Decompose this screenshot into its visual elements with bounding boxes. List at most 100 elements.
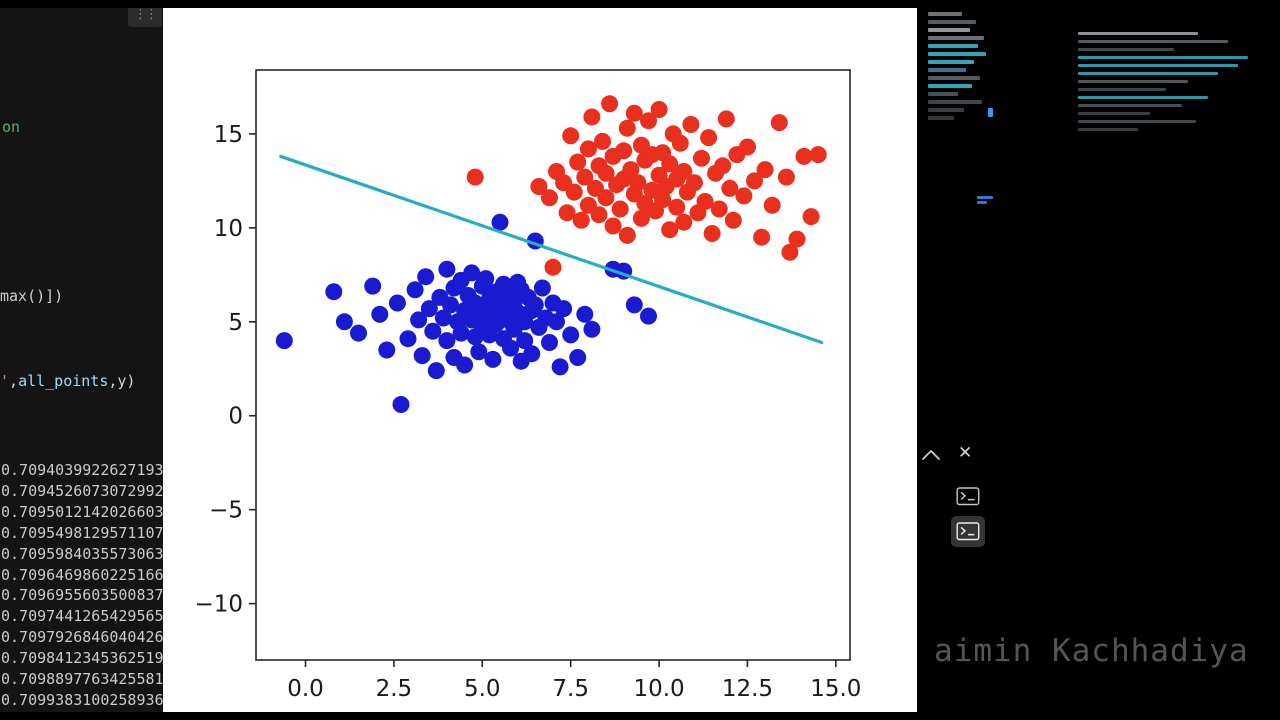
minimap-indicator-icon xyxy=(988,108,993,117)
terminal-output: 0.7094039922627193 0.7094526073072992 0.70… xyxy=(1,460,163,711)
terminal-icon[interactable] xyxy=(956,486,980,511)
data-point-class-red xyxy=(724,211,742,229)
data-point-class-blue xyxy=(555,300,573,318)
tick-label: 0.0 xyxy=(287,676,324,702)
data-point-class-red xyxy=(671,134,689,152)
data-point-class-red xyxy=(809,146,827,164)
data-point-class-blue xyxy=(551,358,569,376)
data-point-class-blue xyxy=(569,349,587,366)
data-point-class-red xyxy=(615,142,633,160)
data-point-class-blue xyxy=(442,296,459,314)
minimap-line xyxy=(1078,112,1150,115)
data-point-class-blue xyxy=(427,362,445,380)
data-point-class-blue xyxy=(438,260,456,278)
data-point-class-blue xyxy=(335,313,353,331)
data-point-class-blue xyxy=(413,347,431,365)
output-line: 0.7095498129571107 xyxy=(1,523,163,542)
data-point-class-red xyxy=(579,140,597,158)
data-point-class-blue xyxy=(463,264,481,282)
minimap-line xyxy=(1078,80,1188,83)
data-point-class-red xyxy=(594,132,611,150)
data-point-class-red xyxy=(629,174,647,192)
data-point-class-red xyxy=(604,217,622,235)
code-editor[interactable]: on max()]) ',all_points,y) 0.70940399226… xyxy=(0,8,163,712)
tick-label: 12.5 xyxy=(722,676,773,702)
data-point-class-blue xyxy=(541,334,558,351)
output-line: 0.7098897763425581 xyxy=(1,670,163,689)
data-point-class-red xyxy=(565,183,583,201)
output-line: 0.7097441265429565 xyxy=(1,607,163,626)
data-point-class-blue xyxy=(378,341,396,359)
data-point-class-blue xyxy=(625,296,643,314)
data-point-class-blue xyxy=(562,326,580,344)
output-line: 0.7099383100258936 xyxy=(1,690,163,709)
data-point-class-red xyxy=(618,226,636,244)
data-point-class-red xyxy=(622,161,640,179)
tick-label: 7.5 xyxy=(552,676,589,702)
data-point-class-blue xyxy=(388,294,406,312)
minimap-line xyxy=(1078,104,1182,107)
minimap-line xyxy=(928,116,954,120)
data-point-class-red xyxy=(611,200,629,218)
code-token: all_points xyxy=(18,372,109,390)
data-point-class-red xyxy=(795,147,813,165)
data-point-class-blue xyxy=(417,268,435,286)
data-point-class-blue xyxy=(523,345,541,363)
data-point-class-red xyxy=(541,189,558,207)
minimap-line xyxy=(1078,120,1196,123)
panel-close-icon[interactable]: ✕ xyxy=(958,443,973,463)
data-point-class-red xyxy=(625,104,643,122)
data-point-class-red xyxy=(788,230,806,248)
data-point-class-blue xyxy=(434,309,452,327)
code-token: , xyxy=(9,372,19,390)
data-point-class-red xyxy=(597,189,615,207)
data-point-class-blue xyxy=(438,332,456,350)
tick-label: 15.0 xyxy=(810,676,861,702)
side-minimap[interactable] xyxy=(1078,32,1274,136)
data-point-class-red xyxy=(693,149,710,167)
data-point-class-red xyxy=(682,116,700,133)
terminal-glyph xyxy=(956,522,980,541)
data-point-class-red xyxy=(781,243,799,261)
tick-label: 10 xyxy=(214,216,243,242)
data-point-class-blue xyxy=(364,277,382,295)
data-point-class-red xyxy=(746,172,763,190)
minimap-line xyxy=(928,92,958,96)
data-point-class-red xyxy=(597,164,615,182)
code-token: ,y) xyxy=(108,372,136,390)
tick-label: 0 xyxy=(228,404,243,430)
tick-label: 15 xyxy=(214,122,243,148)
minimap-selection-bar xyxy=(977,196,993,199)
minimap-line xyxy=(1078,64,1238,67)
output-line: 0.7097926846040426 xyxy=(1,628,163,647)
minimap-line xyxy=(1078,32,1198,35)
data-point-class-blue xyxy=(410,311,428,329)
data-point-class-red xyxy=(562,127,580,145)
data-point-class-red xyxy=(618,119,636,137)
minimap-line xyxy=(928,36,984,40)
data-point-class-red xyxy=(685,174,703,192)
minimap-line xyxy=(928,44,978,48)
terminal-active-icon[interactable] xyxy=(951,516,985,547)
output-line: 0.7094526073072992 xyxy=(1,481,163,500)
minimap-line xyxy=(928,12,962,16)
code-call-line: ',all_points,y) xyxy=(0,372,135,390)
data-point-class-red xyxy=(739,138,756,156)
output-line: 0.7094039922627193 xyxy=(1,461,163,479)
data-point-class-red xyxy=(675,163,693,180)
minimap-line xyxy=(928,76,980,80)
minimap-line xyxy=(1078,72,1218,75)
data-point-class-blue xyxy=(325,283,343,301)
data-point-class-blue xyxy=(502,339,520,357)
scatter-plot: 0.0 2.5 5.0 7.5 10.0 12.5 15.0 −10 −5 0 5 10 15 xyxy=(194,69,861,702)
minimap-line xyxy=(1078,56,1248,59)
minimap-line xyxy=(928,68,966,72)
data-point-class-red xyxy=(661,221,679,239)
data-point-class-red xyxy=(696,193,714,210)
data-point-class-blue xyxy=(484,350,502,368)
data-point-class-red xyxy=(770,114,788,132)
editor-minimap[interactable] xyxy=(928,12,992,124)
panel-chevron-up-icon[interactable] xyxy=(920,447,942,467)
minimap-line xyxy=(1078,128,1138,131)
data-point-class-red xyxy=(668,198,686,216)
